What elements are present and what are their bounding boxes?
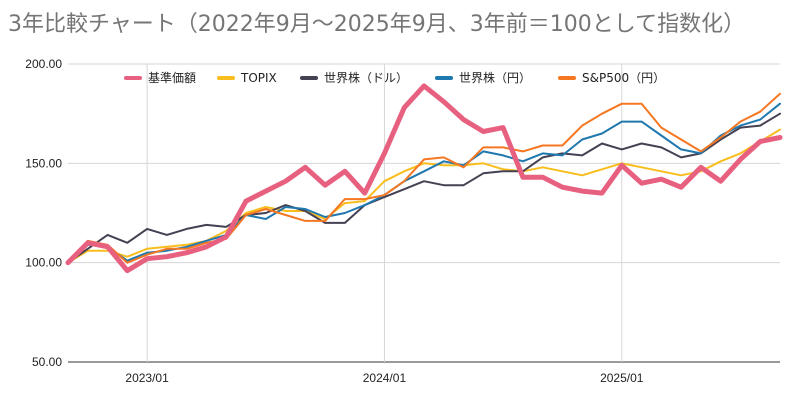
series-line [67, 102, 781, 264]
grid [68, 63, 780, 363]
series-lines [65, 83, 783, 274]
x-axis-ticks: 2023/01 2024/01 2025/01 [125, 371, 643, 385]
chart-title: 3年比較チャート（2022年9月〜2025年9月、3年前＝100として指数化） [8, 12, 746, 37]
legend-label: S&P500（円） [582, 71, 665, 85]
x-tick-label: 2024/01 [363, 371, 407, 385]
legend: 基準価額 TOPIX 世界株（ドル） 世界株（円） S&P500（円） [124, 70, 665, 85]
series-line [67, 112, 781, 264]
y-tick-label: 50.00 [32, 355, 62, 369]
legend-label: TOPIX [240, 71, 277, 85]
y-tick-label: 100.00 [25, 256, 62, 270]
series-line [67, 92, 781, 264]
legend-label: 基準価額 [148, 70, 196, 85]
series-line [65, 83, 783, 274]
x-tick-label: 2023/01 [125, 371, 169, 385]
series-line [67, 128, 781, 264]
y-tick-label: 150.00 [25, 156, 62, 170]
x-tick-label: 2025/01 [600, 371, 644, 385]
y-tick-label: 200.00 [25, 57, 62, 71]
legend-label: 世界株（円） [459, 70, 531, 85]
y-axis-ticks: 50.00 100.00 150.00 200.00 [25, 57, 62, 369]
legend-label: 世界株（ドル） [324, 70, 408, 85]
